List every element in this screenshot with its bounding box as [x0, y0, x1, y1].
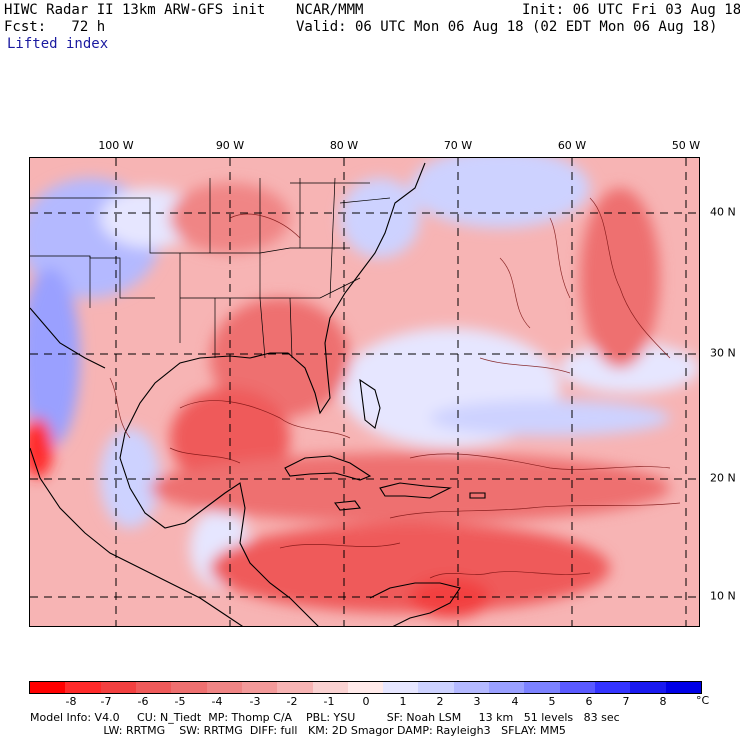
legend-swatch — [135, 682, 172, 693]
legend-tick: 6 — [585, 695, 593, 708]
init-time: Init: 06 UTC Fri 03 Aug 18 — [522, 2, 740, 18]
legend-tick: 1 — [399, 695, 407, 708]
lat-label-40n: 40 N — [710, 205, 736, 219]
legend-tick: 2 — [436, 695, 444, 708]
coastlines — [30, 162, 486, 626]
legend-tick: 8 — [659, 695, 667, 708]
legend-tick: -1 — [323, 695, 335, 708]
legend-swatch — [347, 682, 384, 693]
lat-label-10n: 10 N — [710, 589, 736, 603]
legend-swatch — [65, 682, 101, 693]
legend-swatch — [383, 682, 419, 693]
shading-layer — [30, 158, 699, 618]
legend-tick: -5 — [174, 695, 186, 708]
legend-tick: -3 — [249, 695, 261, 708]
legend-swatch — [277, 682, 313, 693]
contour-lines — [109, 197, 681, 579]
legend-tick: -4 — [211, 695, 223, 708]
legend-tick: 5 — [548, 695, 556, 708]
legend-swatch — [559, 682, 595, 693]
legend-tick: -6 — [137, 695, 149, 708]
lon-label-60w: 60 W — [557, 139, 587, 152]
legend-swatch — [665, 682, 701, 693]
legend-tick: -7 — [100, 695, 112, 708]
center-label: NCAR/MMM — [296, 2, 364, 18]
legend-swatch — [418, 682, 454, 693]
legend-tick: -8 — [65, 695, 77, 708]
legend-tick: 0 — [362, 695, 370, 708]
forecast-hour: Fcst: 72 h — [4, 19, 106, 35]
legend-swatch — [489, 682, 525, 693]
map-canvas — [30, 158, 699, 626]
lon-label-50w: 50 W — [671, 139, 701, 152]
legend-swatch — [524, 682, 560, 693]
legend-tick: 4 — [511, 695, 519, 708]
legend-tick: -2 — [286, 695, 298, 708]
legend-swatch — [595, 682, 631, 693]
legend-swatch — [312, 682, 348, 693]
lon-label-80w: 80 W — [329, 139, 359, 152]
legend-unit: °C — [696, 694, 710, 707]
valid-time: Valid: 06 UTC Mon 06 Aug 18 (02 EDT Mon … — [296, 19, 718, 35]
model-info-line2: LW: RRTMG SW: RRTMG DIFF: full KM: 2D Sm… — [30, 724, 566, 737]
color-legend — [29, 681, 702, 694]
title: HIWC Radar II 13km ARW-GFS init — [4, 2, 266, 18]
lifted-index-map — [29, 157, 700, 627]
lon-label-90w: 90 W — [215, 139, 245, 152]
legend-swatch — [453, 682, 490, 693]
lon-label-100w: 100 W — [98, 139, 134, 152]
legend-swatch — [241, 682, 278, 693]
legend-swatch — [206, 682, 242, 693]
legend-swatch — [100, 682, 136, 693]
lat-label-30n: 30 N — [710, 346, 736, 360]
legend-tick: 3 — [473, 695, 481, 708]
legend-swatch — [30, 682, 66, 693]
field-name: Lifted index — [7, 36, 109, 52]
lat-label-20n: 20 N — [710, 471, 736, 485]
legend-swatch — [630, 682, 666, 693]
legend-swatch — [171, 682, 207, 693]
legend-tick: 7 — [622, 695, 630, 708]
model-info-line1: Model Info: V4.0 CU: N_Tiedt MP: Thomp C… — [30, 711, 620, 724]
state-borders — [30, 177, 391, 359]
lon-label-70w: 70 W — [443, 139, 473, 152]
